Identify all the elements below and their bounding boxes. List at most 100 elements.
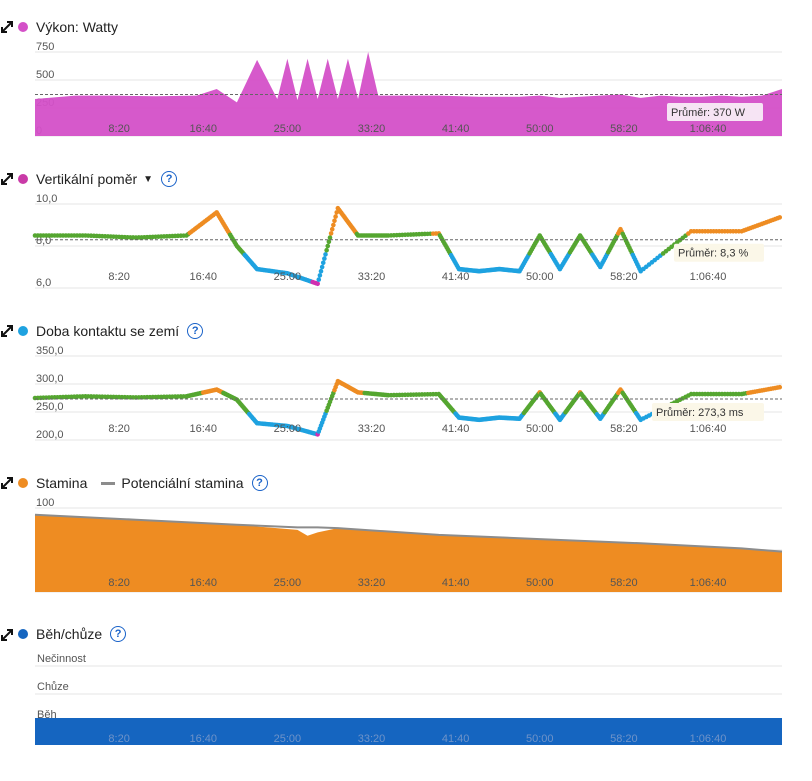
data-point <box>325 243 331 249</box>
expand-icon[interactable] <box>0 20 14 34</box>
ground-contact-title: Doba kontaktu se zemí <box>36 323 180 339</box>
x-tick-label: 16:40 <box>189 423 217 435</box>
average-box <box>667 103 763 121</box>
x-tick-label: 8:20 <box>108 271 129 283</box>
x-tick-label: 33:20 <box>358 423 386 435</box>
y-tick-label: 200,0 <box>36 429 64 441</box>
help-icon[interactable]: ? <box>251 475 268 491</box>
help-icon[interactable]: ? <box>161 171 178 187</box>
x-tick-label: 50:00 <box>526 577 554 589</box>
data-point <box>326 239 332 245</box>
x-tick-label: 8:20 <box>108 123 129 135</box>
x-tick-label: 1:06:40 <box>690 123 727 135</box>
x-tick-label: 25:00 <box>274 423 302 435</box>
x-tick-label: 33:20 <box>358 577 386 589</box>
ground-contact-chart: 350,0 300,0 250,0 200,0 8:20 16:40 25:00 33:20 4… <box>32 345 783 441</box>
x-tick-label: 41:40 <box>442 271 470 283</box>
run-walk-header: Běh/chůze ? <box>18 624 127 644</box>
average-label: Průměr: 273,3 ms <box>656 407 744 419</box>
data-point <box>777 215 783 220</box>
x-tick-label: 1:06:40 <box>690 577 727 589</box>
vertical-ratio-header: Vertikální poměr ▼ ? <box>18 169 178 189</box>
data-point <box>332 218 337 224</box>
data-point <box>320 260 326 266</box>
x-tick-label: 16:40 <box>189 271 217 283</box>
x-tick-label: 33:20 <box>358 271 386 283</box>
help-icon[interactable]: ? <box>110 626 127 642</box>
y-tick-label: 500 <box>36 69 54 81</box>
x-tick-label: 58:20 <box>610 577 638 589</box>
expand-icon[interactable] <box>0 324 14 338</box>
potential-stamina-line <box>34 513 783 553</box>
y-tick-label: 350,0 <box>36 345 64 357</box>
y-tick-label: 8,0 <box>36 235 51 247</box>
x-tick-label: 8:20 <box>108 733 129 745</box>
data-point <box>333 214 338 219</box>
y-tick-label: 300,0 <box>36 373 64 385</box>
power-area <box>35 52 782 136</box>
data-point <box>323 252 328 257</box>
data-point <box>315 281 320 287</box>
x-tick-label: 25:00 <box>274 271 302 283</box>
expand-icon[interactable] <box>0 476 14 490</box>
stamina-chart: 1005008:2016:4025:0033:2041:4050:0058:20… <box>34 497 783 593</box>
x-tick-label: 8:20 <box>108 577 129 589</box>
caret-down-icon[interactable]: ▼ <box>143 173 154 185</box>
stamina-dot <box>18 478 28 488</box>
stamina-panel: Stamina Potenciální stamina ? 1005008:20… <box>0 465 812 605</box>
data-point <box>322 256 327 261</box>
potential-stamina-legend-line <box>101 481 116 485</box>
expand-icon[interactable] <box>0 172 14 186</box>
power-title: Výkon: Watty <box>36 19 118 35</box>
stamina-title: Stamina <box>36 475 88 491</box>
ground-contact-dot <box>18 326 28 336</box>
x-tick-label: 58:20 <box>610 271 638 283</box>
x-tick-label: 33:20 <box>358 123 386 135</box>
data-point <box>327 235 333 240</box>
vertical-ratio-panel: Vertikální poměr ▼ ? 10,0 8,0 6,0 8:20 16:40… <box>0 160 812 295</box>
x-tick-label: 41:40 <box>442 733 470 745</box>
stamina-area <box>35 514 782 592</box>
run-walk-dot <box>18 629 28 639</box>
data-point <box>319 264 325 270</box>
data-point <box>328 231 334 236</box>
expand-icon[interactable] <box>0 628 14 642</box>
potential-stamina-label: Potenciální stamina <box>121 475 244 491</box>
x-tick-label: 1:06:40 <box>690 733 727 745</box>
ground-contact-header: Doba kontaktu se zemí ? <box>18 321 204 341</box>
y-tick-label: 6,0 <box>36 277 51 289</box>
vertical-ratio-title: Vertikální poměr <box>36 171 138 187</box>
x-tick-label: 41:40 <box>442 423 470 435</box>
data-point <box>317 273 323 278</box>
x-tick-label: 25:00 <box>274 577 302 589</box>
x-tick-label: 25:00 <box>274 733 302 745</box>
vertical-ratio-dot <box>18 174 28 184</box>
x-tick-label: 33:20 <box>358 733 386 745</box>
x-tick-label: 58:20 <box>610 733 638 745</box>
x-tick-label: 50:00 <box>526 271 554 283</box>
y-tick-label: 100 <box>36 497 54 509</box>
x-tick-label: 1:06:40 <box>690 423 727 435</box>
y-tick-label: 750 <box>36 41 54 53</box>
stamina-header: Stamina Potenciální stamina ? <box>18 473 268 493</box>
run-band <box>35 718 782 745</box>
run-walk-panel: Běh/chůze ? Nečinnost Chůze Běh 8:20 16:40 25… <box>0 620 812 760</box>
x-tick-label: 16:40 <box>189 123 217 135</box>
x-tick-label: 58:20 <box>610 123 638 135</box>
x-tick-label: 8:20 <box>108 423 129 435</box>
x-tick-label: 16:40 <box>189 577 217 589</box>
x-tick-label: 41:40 <box>442 123 470 135</box>
data-point <box>777 384 783 390</box>
help-icon[interactable]: ? <box>187 323 204 339</box>
x-tick-label: 16:40 <box>189 733 217 745</box>
data-point <box>329 226 335 232</box>
average-label: Průměr: 8,3 % <box>678 248 749 260</box>
data-point <box>331 222 336 228</box>
power-chart: 75050025008:2016:4025:0033:2041:4050:005… <box>35 41 782 137</box>
x-tick-label: 50:00 <box>526 733 554 745</box>
x-tick-label: 58:20 <box>610 423 638 435</box>
x-tick-label: 50:00 <box>526 123 554 135</box>
data-point <box>316 277 322 282</box>
average-box <box>674 243 764 262</box>
